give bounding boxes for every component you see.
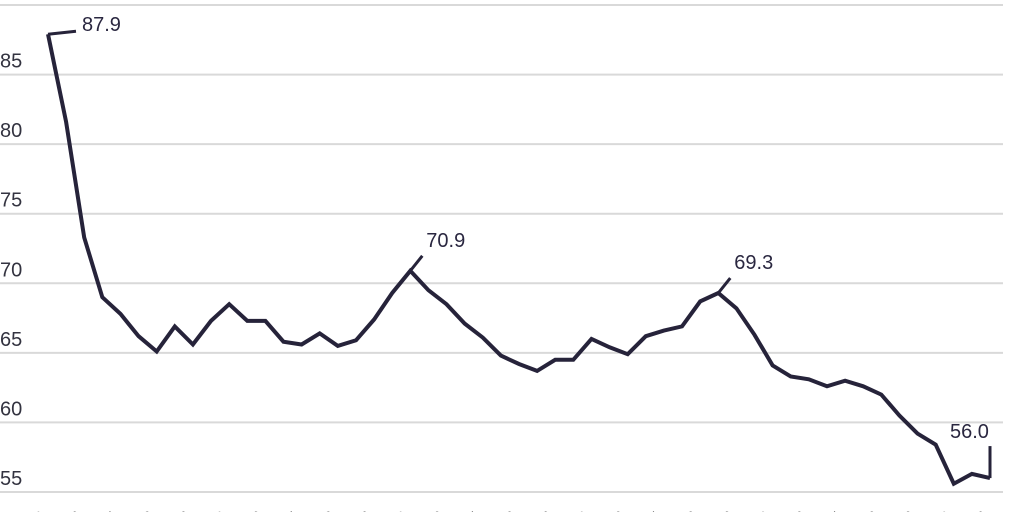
x-tick-label: 8 [355,507,378,512]
x-tick-label: 2 [609,507,632,512]
x-tick-label: 2 [428,507,451,512]
y-tick-label: 75 [0,190,22,212]
data-label: 56.0 [950,421,989,443]
x-tick-label: 2 [971,507,994,512]
y-tick-label: 80 [0,120,22,142]
data-label: 70.9 [426,230,465,252]
x-tick-label: 0 [391,507,414,512]
x-tick-label: 0 [210,507,233,512]
x-tick-label: 6 [862,507,885,512]
annotation-leader-line [47,29,77,36]
x-tick-label: 0 [935,507,958,512]
y-tick-label: 85 [0,51,22,73]
x-tick-label: 4 [464,507,487,512]
annotation-leader-line [409,254,424,272]
x-tick-label: 2 [790,507,813,512]
y-tick-label: 60 [0,398,22,420]
x-tick-label: 6 [319,507,342,512]
y-tick-label: 70 [0,259,22,281]
x-tick-label: 6 [500,507,523,512]
data-label: 87.9 [82,14,121,36]
x-tick-label: 8 [718,507,741,512]
data-label: 69.3 [734,252,773,274]
x-tick-label: 8 [174,507,197,512]
x-tick-label: 2 [65,507,88,512]
series-line [46,33,991,487]
x-tick-label: 4 [283,507,306,512]
x-tick-label: 4 [102,507,125,512]
x-tick-label: 0 [29,507,52,512]
x-tick-label: 4 [645,507,668,512]
x-tick-label: 0 [573,507,596,512]
x-tick-label: 6 [138,507,161,512]
x-tick-label: 6 [681,507,704,512]
x-tick-label: 4 [826,507,849,512]
annotation-leader-line [717,277,732,294]
y-tick-label: 65 [0,329,22,351]
x-tick-label: 8 [536,507,559,512]
x-tick-label: 2 [247,507,270,512]
y-tick-label: 55 [0,468,22,490]
x-tick-label: 0 [754,507,777,512]
x-tick-label: 8 [899,507,922,512]
